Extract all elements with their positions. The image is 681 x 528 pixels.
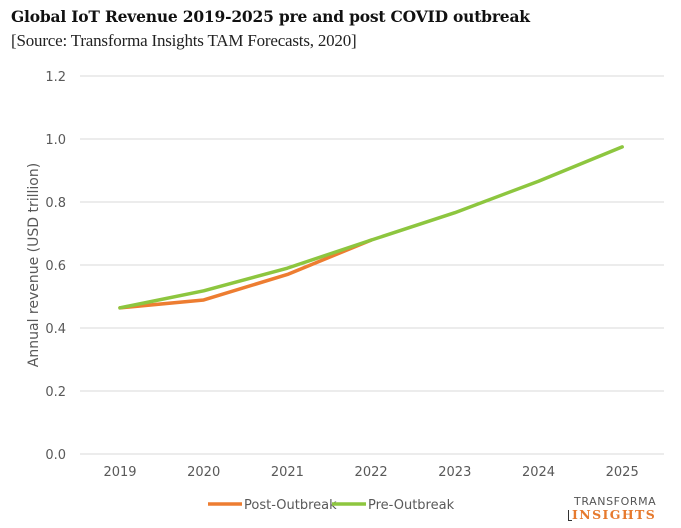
- legend-label: Post-Outbreak: [244, 498, 337, 513]
- legend: Post-Outbreak Pre-Outbreak: [208, 498, 455, 513]
- logo-line2: INSIGHTS: [572, 507, 657, 522]
- y-tick-label: 0.2: [45, 385, 66, 400]
- logo-line1: TRANSFORMA: [574, 495, 657, 508]
- series-line-pre-outbreak: [118, 145, 624, 310]
- y-tick-label: 0.6: [45, 259, 66, 274]
- x-tick-label: 2023: [438, 465, 471, 480]
- transforma-insights-logo: TRANSFORMA INSIGHTS: [568, 495, 678, 525]
- series-line-post-outbreak: [118, 238, 373, 310]
- legend-label: Pre-Outbreak: [368, 498, 455, 513]
- x-tick-label: 2024: [522, 465, 555, 480]
- chart-title: Global IoT Revenue 2019-2025 pre and pos…: [11, 7, 530, 26]
- y-axis-label: Annual revenue (USD trillion): [26, 163, 42, 367]
- logo-bracket-icon: [568, 510, 572, 521]
- y-tick-label: 0.4: [45, 322, 66, 337]
- y-axis-ticks: 0.0 0.2 0.4 0.6 0.8 1.0 1.2: [45, 70, 66, 463]
- y-tick-label: 0.0: [45, 448, 66, 463]
- x-tick-label: 2022: [355, 465, 388, 480]
- x-tick-label: 2020: [187, 465, 220, 480]
- x-tick-label: 2019: [103, 465, 136, 480]
- y-tick-label: 0.8: [45, 196, 66, 211]
- x-tick-label: 2021: [271, 465, 304, 480]
- y-tick-label: 1.2: [45, 70, 66, 85]
- series-lines: [118, 145, 624, 310]
- chart-subtitle: [Source: Transforma Insights TAM Forecas…: [11, 31, 357, 50]
- x-tick-label: 2025: [606, 465, 639, 480]
- x-axis-ticks: 2019 2020 2021 2022 2023 2024 2025: [103, 465, 638, 480]
- gridlines: [80, 75, 664, 455]
- y-tick-label: 1.0: [45, 133, 66, 148]
